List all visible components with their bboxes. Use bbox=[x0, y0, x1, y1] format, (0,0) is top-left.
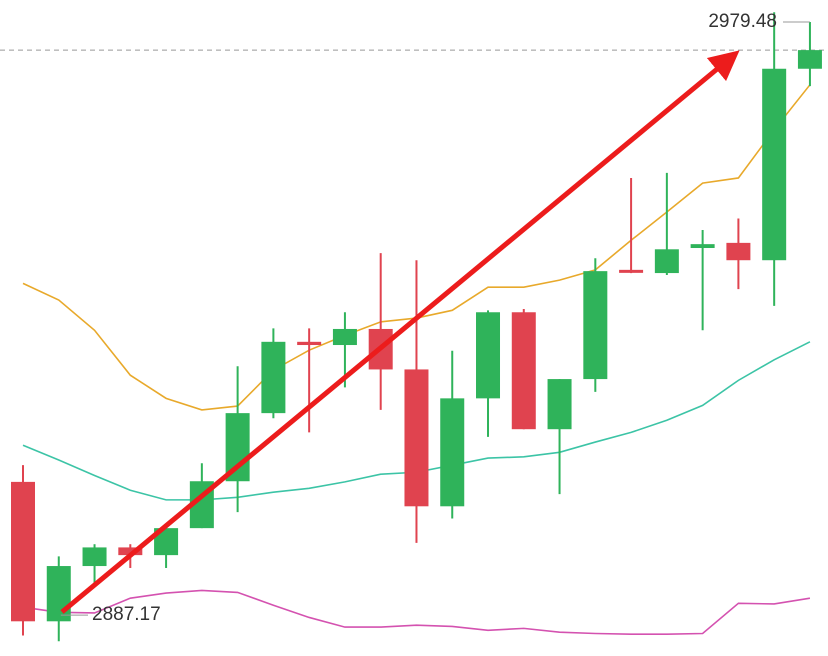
ma-line bbox=[22, 589, 811, 635]
candle-body bbox=[619, 269, 644, 273]
min-label: 2887.17 bbox=[92, 604, 161, 625]
candle-body bbox=[583, 271, 608, 380]
candle-body bbox=[762, 68, 787, 261]
candle-body bbox=[46, 566, 71, 622]
candle-body bbox=[690, 244, 715, 249]
candle-body bbox=[11, 481, 35, 622]
candle-body bbox=[118, 547, 143, 556]
candle-body bbox=[547, 379, 572, 430]
candle-body bbox=[440, 398, 465, 507]
candle-body bbox=[297, 341, 322, 346]
candle-body bbox=[654, 249, 679, 274]
candle-body bbox=[332, 328, 357, 346]
max-label: 2979.48 bbox=[708, 11, 777, 32]
candle-body bbox=[511, 312, 536, 430]
candle-body bbox=[82, 547, 107, 567]
candle-body bbox=[476, 312, 501, 399]
candle-body bbox=[726, 242, 751, 261]
candle-body bbox=[261, 341, 286, 414]
plot: 2979.48 2887.17 bbox=[0, 11, 828, 642]
candle-body bbox=[797, 50, 822, 69]
trend-arrow bbox=[60, 50, 740, 614]
candle-body bbox=[404, 369, 429, 507]
